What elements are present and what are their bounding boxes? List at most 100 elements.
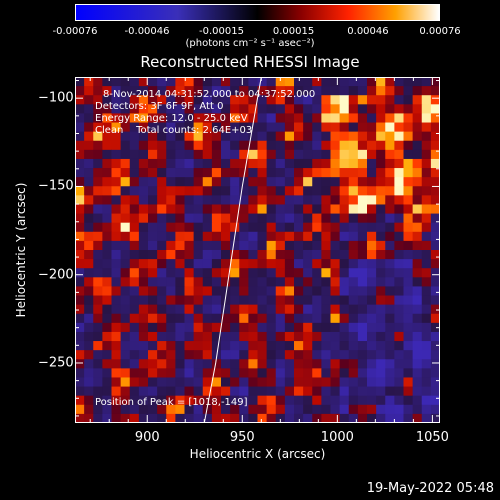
heatmap-cell — [129, 304, 140, 315]
heatmap-cell — [211, 195, 222, 205]
heatmap-cell — [330, 413, 341, 423]
heatmap-cell — [202, 104, 213, 114]
heatmap-cell — [330, 313, 341, 324]
heatmap-cell — [257, 350, 268, 360]
heatmap-cell — [138, 413, 149, 423]
heatmap-cell — [284, 222, 295, 233]
heatmap-cell — [184, 177, 195, 187]
heatmap-cell — [339, 295, 350, 306]
heatmap-cell — [157, 177, 167, 187]
heatmap-cell — [257, 122, 268, 133]
heatmap-cell — [348, 413, 359, 423]
heatmap-cell — [284, 413, 295, 423]
heatmap-cell — [211, 186, 222, 196]
heatmap-cell — [385, 77, 395, 87]
heatmap-cell — [166, 404, 176, 415]
heatmap-cell — [84, 377, 94, 387]
heatmap-cell — [348, 295, 359, 306]
heatmap-cell — [148, 250, 158, 260]
heatmap-cell — [193, 295, 204, 306]
heatmap-cell — [348, 195, 359, 205]
heatmap-cell — [248, 250, 258, 260]
heatmap-cell — [312, 413, 322, 423]
heatmap-cell — [166, 250, 176, 260]
heatmap-cell — [138, 122, 149, 133]
heatmap-cell — [430, 322, 440, 333]
heatmap-cell — [221, 122, 231, 133]
heatmap-cell — [84, 322, 94, 333]
heatmap-cell — [339, 149, 350, 160]
heatmap-cell — [102, 177, 112, 187]
heatmap-cell — [129, 213, 140, 224]
heatmap-cell — [303, 140, 313, 151]
heatmap-cell — [321, 350, 331, 360]
heatmap-cell — [211, 131, 222, 142]
heatmap-cell — [93, 204, 103, 214]
heatmap-cell — [157, 413, 167, 423]
heatmap-cell — [357, 341, 368, 351]
heatmap-cell — [266, 104, 277, 114]
heatmap-cell — [221, 368, 231, 378]
heatmap-cell — [321, 413, 331, 423]
heatmap-cell — [239, 250, 249, 260]
heatmap-cell — [221, 77, 231, 87]
heatmap-cell — [394, 177, 404, 187]
heatmap-cell — [430, 331, 440, 342]
heatmap-cell — [84, 350, 94, 360]
heatmap-cell — [257, 231, 268, 242]
heatmap-cell — [221, 86, 231, 96]
heatmap-cell — [430, 359, 440, 369]
heatmap-cell — [321, 204, 331, 214]
heatmap-cell — [403, 359, 414, 369]
heatmap-cell — [120, 77, 131, 87]
heatmap-cell — [202, 149, 213, 160]
heatmap-cell — [266, 177, 277, 187]
heatmap-cell — [376, 377, 386, 387]
heatmap-cell — [348, 322, 359, 333]
heatmap-cell — [129, 341, 140, 351]
heatmap-cell — [248, 295, 258, 306]
heatmap-cell — [421, 350, 432, 360]
heatmap-cell — [120, 140, 131, 151]
heatmap-cell — [303, 341, 313, 351]
heatmap-cell — [175, 158, 185, 169]
heatmap-cell — [421, 386, 432, 397]
heatmap-cell — [412, 368, 423, 378]
heatmap-cell — [157, 222, 167, 233]
heatmap-cell — [284, 231, 295, 242]
heatmap-cell — [403, 277, 414, 287]
heatmap-cell — [385, 286, 395, 296]
heatmap-cell — [266, 377, 277, 387]
heatmap-cell — [75, 395, 85, 406]
heatmap-cell — [357, 350, 368, 360]
heatmap-cell — [202, 240, 213, 251]
heatmap-cell — [376, 158, 386, 169]
heatmap-cell — [303, 277, 313, 287]
heatmap-cell — [294, 359, 304, 369]
heatmap-cell — [367, 231, 377, 242]
heatmap-cell — [230, 277, 240, 287]
heatmap-cell — [303, 131, 313, 142]
heatmap-cell — [166, 341, 176, 351]
heatmap-cell — [294, 168, 304, 178]
heatmap-cell — [357, 213, 368, 224]
heatmap-cell — [166, 350, 176, 360]
heatmap-cell — [257, 395, 268, 406]
heatmap-cell — [294, 322, 304, 333]
heatmap-cell — [111, 341, 122, 351]
heatmap-cell — [294, 222, 304, 233]
heatmap-cell — [148, 204, 158, 214]
heatmap-cell — [294, 104, 304, 114]
heatmap-cell — [421, 268, 432, 278]
heatmap-cell — [120, 268, 131, 278]
heatmap-cell — [348, 395, 359, 406]
heatmap-cell — [421, 341, 432, 351]
heatmap-cell — [75, 195, 85, 205]
heatmap-cell — [193, 250, 204, 260]
heatmap-cell — [193, 304, 204, 315]
heatmap-cell — [166, 131, 176, 142]
heatmap-cell — [357, 359, 368, 369]
heatmap-cell — [403, 213, 414, 224]
heatmap-cell — [138, 295, 149, 306]
heatmap-cell — [348, 277, 359, 287]
